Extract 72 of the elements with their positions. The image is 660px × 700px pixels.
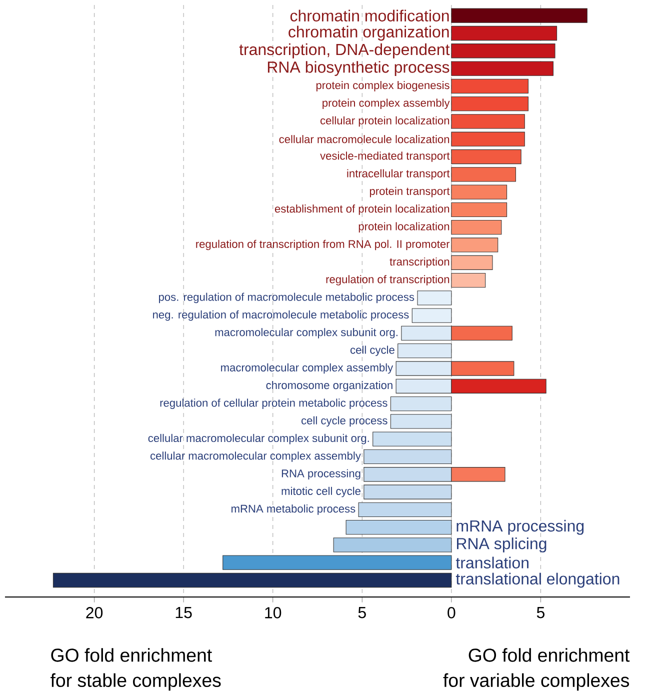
- y-tick-label: cell cycle process: [302, 416, 388, 427]
- bar: [451, 272, 486, 288]
- y-tick-label: cellular macromolecular complex subunit org.: [148, 434, 369, 444]
- bar: [451, 167, 516, 182]
- y-tick-label: protein complex biogenesis: [316, 81, 450, 92]
- y-tick-label: mitotic cell cycle: [282, 486, 360, 498]
- y-tick-label: RNA splicing: [457, 538, 546, 552]
- text: GO fold enrichment: [468, 648, 630, 662]
- bar: [390, 414, 452, 429]
- bar: [333, 538, 452, 552]
- y-tick-label: vesicle-mediated transport: [320, 152, 450, 162]
- bar: [222, 555, 452, 570]
- text: for variable complexes: [443, 673, 630, 691]
- y-tick-label: mRNA metabolic process: [232, 504, 356, 515]
- bar: [451, 8, 588, 23]
- bar: [451, 238, 498, 252]
- bar: [451, 78, 528, 94]
- bar: [451, 44, 556, 58]
- x-tick-label: 0: [448, 607, 456, 618]
- y-tick-label: cellular macromolecule localization: [279, 135, 450, 144]
- y-tick-label: chromosome organization: [266, 380, 392, 392]
- bar: [390, 396, 452, 412]
- y-tick-label: cell cycle: [350, 346, 394, 356]
- y-tick-label: regulation of transcription: [326, 275, 450, 286]
- y-tick-label: cellular protein localization: [320, 116, 450, 127]
- y-tick-label: pos. regulation of macromolecule metabolic process: [158, 292, 414, 304]
- bar: [346, 520, 452, 535]
- bar: [451, 114, 525, 129]
- x-tick-label: 15: [176, 607, 192, 618]
- x-tick-label: 20: [86, 607, 103, 618]
- y-tick-label: cellular macromolecular complex assembly: [150, 452, 361, 462]
- bar: [451, 26, 558, 41]
- bar: [412, 308, 452, 323]
- x-tick-label: 10: [265, 607, 282, 618]
- bar: [364, 484, 452, 500]
- y-tick-label: transcription, DNA-dependent: [239, 43, 450, 58]
- bar: [398, 344, 452, 358]
- y-tick-label: RNA processing: [282, 469, 360, 480]
- y-tick-label: translational elongation: [456, 572, 620, 588]
- x-tick-label: 5: [358, 607, 366, 618]
- bar: [451, 220, 502, 235]
- bar: [451, 255, 493, 270]
- y-tick-label: protein localization: [358, 222, 450, 232]
- y-tick-label: mRNA processing: [456, 520, 584, 535]
- x-tick-label: 5: [536, 607, 544, 618]
- y-tick-label: chromatin organization: [288, 26, 449, 41]
- y-tick-label: RNA biosynthetic process: [268, 61, 450, 76]
- bar: [451, 149, 522, 164]
- y-tick-label: intracellular transport: [347, 169, 450, 180]
- bar: [451, 184, 508, 200]
- bar: [364, 449, 452, 464]
- y-tick-label: macromolecular complex subunit org.: [215, 328, 398, 338]
- bar: [358, 502, 452, 517]
- y-tick-label: regulation of cellular protein metabolic process: [160, 398, 388, 409]
- text: for stable complexes: [50, 673, 221, 691]
- text: GO fold enrichment: [51, 648, 212, 662]
- bar: [451, 202, 508, 218]
- bar: [52, 572, 452, 588]
- y-tick-label: neg. regulation of macromolecule metabolic process: [153, 310, 409, 321]
- bar: [451, 61, 554, 76]
- bar: [372, 432, 452, 446]
- y-tick-label: macromolecular complex assembly: [221, 363, 394, 374]
- y-tick-label: protein transport: [370, 186, 450, 198]
- y-tick-label: translation: [456, 556, 528, 568]
- bar: [451, 132, 525, 146]
- bar: [451, 96, 528, 112]
- y-tick-label: establishment of protein localization: [274, 204, 450, 215]
- y-tick-label: protein complex assembly: [322, 98, 450, 109]
- bar: [417, 290, 452, 306]
- y-tick-label: chromatin modification: [290, 10, 449, 22]
- y-tick-label: transcription: [390, 257, 450, 268]
- y-tick-label: regulation of transcription from RNA pol. II promoter: [196, 240, 450, 250]
